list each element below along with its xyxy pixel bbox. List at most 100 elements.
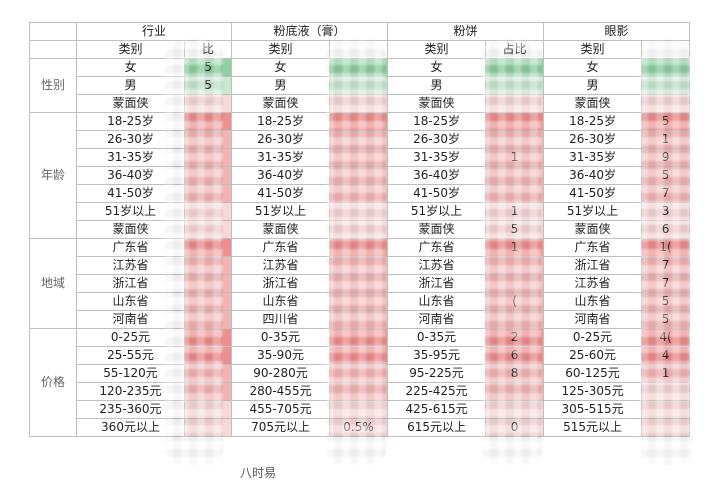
value-cell [329, 94, 389, 113]
value-cell [329, 112, 389, 131]
value-cell [329, 76, 389, 95]
category-cell: 0-25元 [543, 328, 643, 347]
value-cell: 0.5% [329, 418, 389, 437]
value-cell: 7 [641, 256, 691, 275]
category-cell: 浙江省 [543, 256, 643, 275]
blur-mask-4 [640, 40, 692, 465]
value-cell [183, 256, 233, 275]
share-header: 占比 [485, 40, 545, 59]
category-cell: 225-425元 [387, 382, 487, 401]
category-cell: 51岁以上 [543, 202, 643, 221]
category-cell: 26-30岁 [231, 130, 331, 149]
category-cell: 男 [231, 76, 331, 95]
value-cell [329, 310, 389, 329]
value-cell: 3 [641, 202, 691, 221]
value-cell [183, 238, 233, 257]
value-cell [329, 58, 389, 77]
category-cell: 河南省 [387, 310, 487, 329]
table-row: 浙江省浙江省浙江省江苏省7 [30, 274, 691, 293]
category-cell: 山东省 [543, 292, 643, 311]
category-cell: 蒙面侠 [543, 220, 643, 239]
attribute-table: 行业粉底液（膏）粉饼眼影类别比类别类别占比类别性别女5女女女男5男男男蒙面侠蒙面… [29, 22, 691, 437]
category-header: 类别 [543, 40, 643, 59]
category-cell: 705元以上 [231, 418, 331, 437]
category-cell: 360元以上 [76, 418, 185, 437]
corner-cell [29, 22, 77, 41]
value-cell [485, 166, 545, 185]
category-cell: 31-35岁 [543, 148, 643, 167]
table-row: 51岁以上51岁以上51岁以上151岁以上3 [30, 202, 691, 221]
value-cell: 5 [641, 166, 691, 185]
category-cell: 280-455元 [231, 382, 331, 401]
category-cell: 31-35岁 [387, 148, 487, 167]
value-cell [183, 148, 233, 167]
category-cell: 江苏省 [543, 274, 643, 293]
category-cell: 615元以上 [387, 418, 487, 437]
category-cell: 女 [543, 58, 643, 77]
value-cell [183, 382, 233, 401]
category-cell: 男 [543, 76, 643, 95]
value-cell [329, 166, 389, 185]
category-cell: 305-515元 [543, 400, 643, 419]
row-group-label: 价格 [29, 328, 77, 437]
value-cell [183, 184, 233, 203]
category-cell: 41-50岁 [387, 184, 487, 203]
category-cell: 26-30岁 [543, 130, 643, 149]
category-cell: 25-60元 [543, 346, 643, 365]
value-cell [183, 202, 233, 221]
value-cell [329, 148, 389, 167]
category-cell: 蒙面侠 [387, 220, 487, 239]
category-cell: 51岁以上 [387, 202, 487, 221]
row-group-label: 地域 [29, 238, 77, 329]
category-cell: 浙江省 [231, 274, 331, 293]
value-cell [329, 382, 389, 401]
category-cell: 江苏省 [231, 256, 331, 275]
group-header-eyeshadow: 眼影 [543, 22, 691, 41]
category-cell: 125-305元 [543, 382, 643, 401]
category-cell: 蒙面侠 [231, 94, 331, 113]
category-cell: 41-50岁 [76, 184, 185, 203]
category-cell: 河南省 [543, 310, 643, 329]
value-cell [183, 418, 233, 437]
value-cell [485, 112, 545, 131]
category-cell: 35-95元 [387, 346, 487, 365]
value-cell: 7 [641, 184, 691, 203]
value-cell [329, 346, 389, 365]
category-cell: 25-55元 [76, 346, 185, 365]
category-cell: 山东省 [387, 292, 487, 311]
table-row: 河南省四川省河南省河南省5 [30, 310, 691, 329]
value-cell: 8 [485, 364, 545, 383]
value-cell [183, 166, 233, 185]
table-row: 360元以上 705元以上0.5%615元以上0515元以上 [30, 418, 691, 437]
category-header: 类别 [387, 40, 487, 59]
category-cell: 41-50岁 [543, 184, 643, 203]
category-cell: 41-50岁 [231, 184, 331, 203]
category-cell: 90-280元 [231, 364, 331, 383]
category-cell: 51岁以上 [231, 202, 331, 221]
row-group-label: 性别 [29, 58, 77, 113]
category-cell: 女 [231, 58, 331, 77]
category-cell: 36-40岁 [387, 166, 487, 185]
value-cell: 1 [641, 130, 691, 149]
value-cell: 5 [485, 220, 545, 239]
category-cell: 36-40岁 [543, 166, 643, 185]
bottom-fragment: 八时易 [240, 466, 277, 480]
blur-mask-1 [165, 40, 223, 465]
category-header: 类别 [231, 40, 331, 59]
category-cell: 山东省 [231, 292, 331, 311]
category-cell: 18-25岁 [231, 112, 331, 131]
value-cell [485, 94, 545, 113]
category-cell: 广东省 [231, 238, 331, 257]
value-cell [329, 256, 389, 275]
value-cell [485, 130, 545, 149]
value-cell: 4( [641, 328, 691, 347]
value-cell [329, 292, 389, 311]
value-cell [329, 184, 389, 203]
category-cell: 女 [387, 58, 487, 77]
category-cell: 浙江省 [387, 274, 487, 293]
category-cell: 36-40岁 [231, 166, 331, 185]
